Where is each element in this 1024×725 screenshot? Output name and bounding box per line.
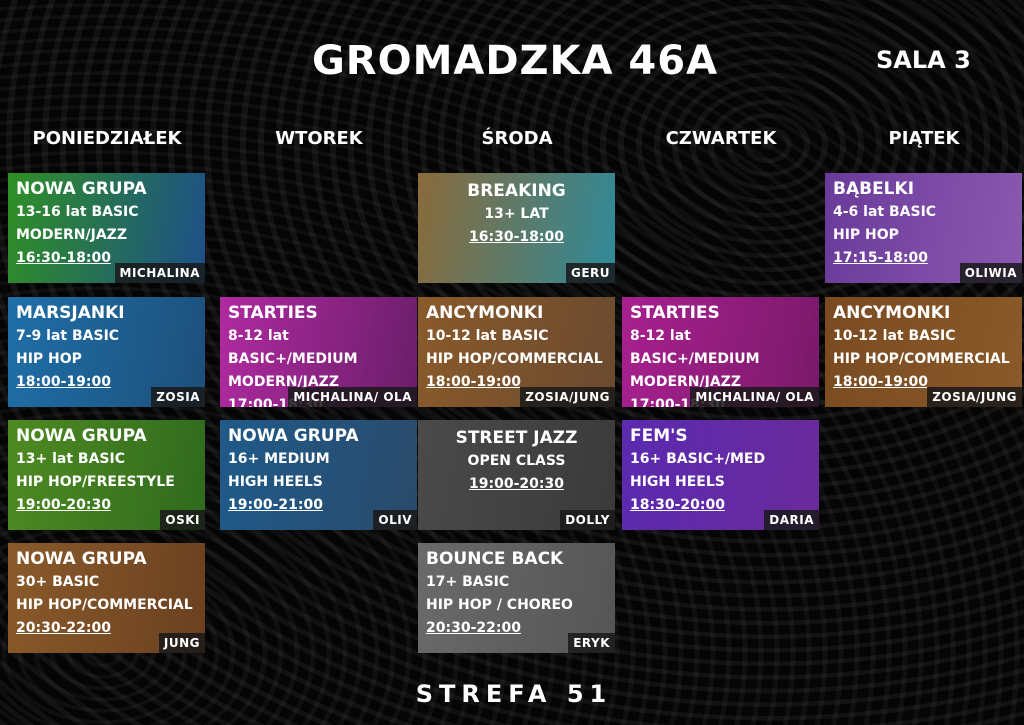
class-info: HIP HOP/COMMERCIAL xyxy=(833,351,1010,367)
instructor: DARIA xyxy=(764,510,819,530)
class-title: BREAKING xyxy=(467,181,566,201)
class-title: NOWA GRUPA xyxy=(16,426,147,446)
class-time: 19:00-20:30 xyxy=(16,497,111,513)
room: SALA 3 xyxy=(876,46,971,74)
class-card: NOWA GRUPA 30+ BASIC HIP HOP/COMMERCIAL 20:… xyxy=(8,543,205,653)
class-title: ANCYMONKI xyxy=(426,303,544,323)
class-time: 20:30-22:00 xyxy=(426,620,521,636)
class-time: 17:00-18:30 xyxy=(228,397,323,407)
class-card: STREET JAZZ OPEN CLASS 19:00-20:30 DOLLY xyxy=(418,420,615,530)
day-header: CZWARTEK xyxy=(665,128,777,149)
class-info: 10-12 lat BASIC xyxy=(426,328,549,344)
class-card: BOUNCE BACK 17+ BASIC HIP HOP / CHOREO 20:3… xyxy=(418,543,615,653)
day-header: WTOREK xyxy=(275,128,363,149)
class-title: NOWA GRUPA xyxy=(16,549,147,569)
class-info: MODERN/JAZZ xyxy=(630,374,741,390)
class-info: 16+ MEDIUM xyxy=(228,451,330,467)
class-time: 18:30-20:00 xyxy=(630,497,725,513)
class-card: BREAKING 13+ LAT 16:30-18:00 GERU xyxy=(418,173,615,283)
class-card: FEM'S 16+ BASIC+/MED HIGH HEELS 18:30-20:00… xyxy=(622,420,819,530)
class-info: 4-6 lat BASIC xyxy=(833,204,937,220)
class-info: HIP HOP/COMMERCIAL xyxy=(426,351,603,367)
instructor: JUNG xyxy=(158,633,205,653)
class-title: NOWA GRUPA xyxy=(228,426,359,446)
class-info: 8-12 lat BASIC+/MEDIUM xyxy=(228,328,358,367)
class-card: ANCYMONKI 10-12 lat BASIC HIP HOP/COMMERCI… xyxy=(825,297,1022,407)
instructor: MICHALINA xyxy=(114,263,205,283)
class-title: NOWA GRUPA xyxy=(16,179,147,199)
instructor: ERYK xyxy=(568,633,615,653)
class-info: HIGH HEELS xyxy=(228,474,323,490)
class-card: NOWA GRUPA 13-16 lat BASIC MODERN/JAZZ 16:3… xyxy=(8,173,205,283)
class-time: 16:30-18:00 xyxy=(469,229,564,245)
class-time: 17:00-18:30 xyxy=(630,397,725,407)
class-title: ANCYMONKI xyxy=(833,303,951,323)
class-time: 18:00-19:00 xyxy=(16,374,111,390)
class-card: ANCYMONKI 10-12 lat BASIC HIP HOP/COMMERCI… xyxy=(418,297,615,407)
instructor: GERU xyxy=(565,263,615,283)
class-time: 16:30-18:00 xyxy=(16,250,111,266)
class-title: STREET JAZZ xyxy=(455,428,578,448)
class-title: STARTIES xyxy=(228,303,318,323)
class-card: BĄBELKI 4-6 lat BASIC HIP HOP 17:15-18:00 OL… xyxy=(825,173,1022,283)
class-title: STARTIES xyxy=(630,303,720,323)
class-title: BĄBELKI xyxy=(833,179,915,199)
class-info: 17+ BASIC xyxy=(426,574,510,590)
class-time: 20:30-22:00 xyxy=(16,620,111,636)
class-time: 19:00-20:30 xyxy=(469,476,564,492)
title: GROMADZKA 46A xyxy=(311,38,719,84)
class-info: 7-9 lat BASIC xyxy=(16,328,120,344)
class-time: 17:15-18:00 xyxy=(833,250,928,266)
instructor: ZOSIA xyxy=(151,387,205,407)
class-card: MARSJANKI 7-9 lat BASIC HIP HOP 18:00-19:00… xyxy=(8,297,205,407)
class-info: 16+ BASIC+/MED xyxy=(630,451,766,467)
class-info: 10-12 lat BASIC xyxy=(833,328,956,344)
class-info: MODERN/JAZZ xyxy=(16,227,127,243)
class-info: OPEN CLASS xyxy=(467,453,566,469)
class-info: HIP HOP/COMMERCIAL xyxy=(16,597,193,613)
class-info: 13+ lat BASIC xyxy=(16,451,125,467)
class-info: HIGH HEELS xyxy=(630,474,725,490)
class-card: STARTIES 8-12 lat BASIC+/MEDIUM MODERN/JAZ… xyxy=(220,297,417,407)
class-info: HIP HOP xyxy=(16,351,82,367)
class-info: HIP HOP/FREESTYLE xyxy=(16,474,175,490)
class-info: 8-12 lat BASIC+/MEDIUM xyxy=(630,328,760,367)
instructor: ZOSIA/JUNG xyxy=(927,387,1022,407)
day-header: PONIEDZIAŁEK xyxy=(32,128,182,149)
class-title: FEM'S xyxy=(630,426,688,446)
class-info: 13-16 lat BASIC xyxy=(16,204,139,220)
class-title: BOUNCE BACK xyxy=(426,549,564,569)
instructor: OSKI xyxy=(160,510,205,530)
instructor: ZOSIA/JUNG xyxy=(520,387,615,407)
instructor: MICHALINA/ OLA xyxy=(690,387,819,407)
class-card: STARTIES 8-12 lat BASIC+/MEDIUM MODERN/JAZ… xyxy=(622,297,819,407)
class-time: 19:00-21:00 xyxy=(228,497,323,513)
class-info: 13+ LAT xyxy=(484,206,549,222)
class-time: 18:00-19:00 xyxy=(426,374,521,390)
class-info: 30+ BASIC xyxy=(16,574,100,590)
instructor: MICHALINA/ OLA xyxy=(288,387,417,407)
instructor: OLIWIA xyxy=(959,263,1022,283)
class-info: HIP HOP xyxy=(833,227,899,243)
day-header: ŚRODA xyxy=(481,128,553,149)
class-info: MODERN/JAZZ xyxy=(228,374,339,390)
brand: STREFA 51 xyxy=(415,680,613,708)
class-title: MARSJANKI xyxy=(16,303,125,323)
instructor: DOLLY xyxy=(560,510,615,530)
day-header: PIĄTEK xyxy=(888,128,960,149)
class-time: 18:00-19:00 xyxy=(833,374,928,390)
class-info: HIP HOP / CHOREO xyxy=(426,597,573,613)
instructor: OLIV xyxy=(373,510,417,530)
class-card: NOWA GRUPA 13+ lat BASIC HIP HOP/FREESTYLE… xyxy=(8,420,205,530)
class-card: NOWA GRUPA 16+ MEDIUM HIGH HEELS 19:00-21:0… xyxy=(220,420,417,530)
